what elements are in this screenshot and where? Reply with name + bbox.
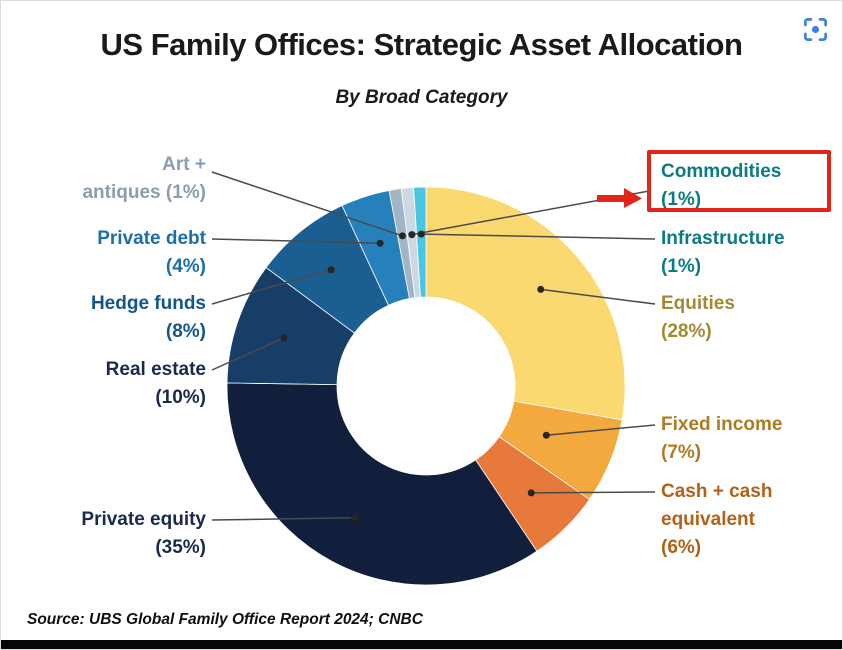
leader-dot-fixed-income [542,431,550,439]
leader-line-fixed-income [546,424,656,437]
screenshot-region-icon[interactable] [802,16,829,43]
slice-equities [425,186,626,421]
leader-dot-commodities [408,231,416,239]
page-title: US Family Offices: Strategic Asset Alloc… [100,27,743,62]
leader-dot-art-antiques [398,232,406,240]
leader-dot-hedge-funds [327,266,335,274]
leader-line-real-estate [211,337,285,371]
red-arrow-right-icon [597,188,642,208]
leader-dot-cash-cash-equivalent [527,489,535,497]
slice-private-equity [226,382,538,586]
leader-line-private-equity [211,517,355,521]
leader-dot-private-debt [376,239,384,247]
leader-dot-infrastructure [417,230,425,238]
highlight-box [647,150,831,212]
leader-dot-equities [537,285,545,293]
leader-dot-private-equity [350,514,358,522]
leader-line-cash-cash-equivalent [531,491,656,494]
leader-line-hedge-funds [211,269,332,305]
leader-line-infrastructure [421,233,656,240]
leader-dot-real-estate [280,334,288,342]
source-note: Source: UBS Global Family Office Report … [27,611,423,628]
slice-infrastructure [413,186,427,298]
chart-subtitle: By Broad Category [335,87,508,108]
bottom-black-bar [1,640,842,649]
leader-line-art-antiques [211,171,403,237]
leader-line-equities [540,288,656,305]
leader-line-private-debt [211,238,381,244]
